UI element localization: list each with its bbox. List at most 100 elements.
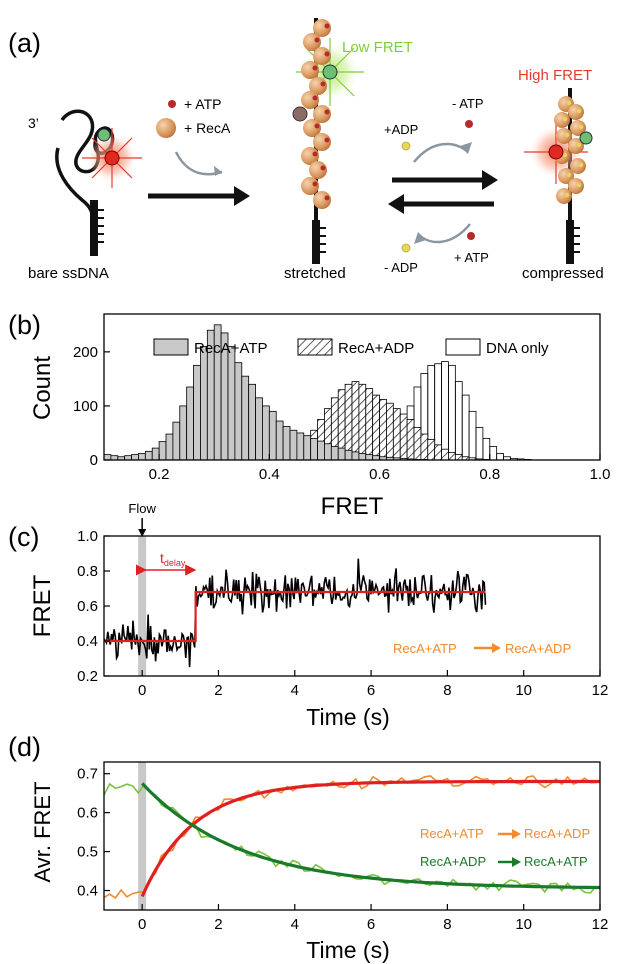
bar-reca-atp (103, 454, 112, 461)
x-axis-label-b: FRET (321, 493, 384, 520)
reca-monomer (556, 188, 572, 204)
bar-reca-adp (372, 394, 380, 461)
bar-reca-atp (165, 433, 174, 461)
flow-marker-band (138, 536, 147, 676)
bound-adp (566, 172, 572, 178)
bar-reca-adp (386, 402, 394, 461)
bar-reca-adp (365, 388, 374, 461)
bound-adp (576, 182, 582, 188)
legend-d-atp-from: RecA+ATP (420, 826, 484, 841)
bound-atp (320, 81, 326, 87)
label-stretched: stretched (284, 265, 346, 282)
bound-atp (312, 151, 318, 157)
legend-b: RecA+ATP RecA+ADP DNA only (153, 338, 549, 357)
bar-reca-atp (310, 437, 318, 461)
bar-reca-atp (296, 432, 305, 461)
y-tick-label: 0.2 (77, 668, 98, 685)
x-axis-label-c: Time (s) (306, 704, 389, 730)
panel-b: (b) Count FRET 0.2 0.4 0.6 0.8 1.0 0 100 200 Re… (8, 310, 610, 520)
bound-adp (578, 162, 584, 168)
bar-dna-only (461, 394, 470, 461)
fret-trace (103, 558, 487, 668)
plus-adp-label: +ADP (384, 122, 418, 137)
legend-swatch-reca-adp (297, 338, 333, 356)
panel-label-b: (b) (8, 310, 41, 340)
bar-reca-adp (441, 448, 449, 461)
legend-atp: + ATP (184, 96, 221, 112)
bar-reca-atp (179, 405, 188, 461)
reca-monomer (556, 128, 572, 144)
y-tick-label: 0.6 (77, 805, 98, 822)
x-tick-label: 0 (138, 916, 146, 933)
plot-frame-d (103, 761, 601, 911)
bar-reca-atp (193, 364, 201, 461)
flow-arrowhead-icon (138, 529, 147, 537)
x-tick-label: 8 (443, 916, 451, 933)
legend-label-dna-only: DNA only (486, 340, 549, 357)
bound-atp (324, 109, 330, 115)
reca-monomer (301, 91, 319, 109)
x-tick-label: 6 (367, 682, 375, 699)
bar-dna-only (482, 437, 491, 461)
reca-monomer (554, 112, 570, 128)
x-tick-label: 0.6 (369, 466, 390, 483)
bar-reca-adp (420, 433, 429, 461)
y-tick-label: 0.6 (77, 598, 98, 615)
reca-monomer (303, 119, 321, 137)
axes-c: 0 2 4 6 8 10 12 0.2 0.4 0.6 0.8 1.0 (77, 528, 608, 699)
bar-reca-atp (282, 426, 291, 461)
bar-reca-atp (151, 447, 160, 461)
stretched-filament: Low FRET stretched (284, 18, 413, 282)
bar-reca-atp (275, 420, 284, 461)
bound-adp (578, 124, 584, 130)
bar-reca-atp (351, 451, 360, 461)
bound-atp (312, 181, 318, 187)
x-tick-label: 2 (214, 916, 222, 933)
bar-reca-adp (344, 383, 353, 461)
equilibrium-arrows: +ADP - ATP - ADP + ATP (384, 96, 498, 275)
bar-reca-atp (262, 405, 270, 461)
bar-reca-atp (337, 447, 346, 461)
bound-atp (324, 51, 330, 57)
label-bare-ssdna: bare ssDNA (28, 265, 109, 282)
bar-reca-atp (248, 383, 256, 461)
atp-icon (467, 232, 475, 240)
panel-d: (d) Avr. FRET Time (s) 0 2 4 6 8 10 12 0.4 0.5 0.… (8, 732, 608, 963)
x-axis-label-d: Time (s) (306, 937, 389, 963)
bar-reca-atp (358, 453, 367, 461)
reca-monomer (309, 161, 327, 179)
three-prime-end: 3’ (28, 115, 39, 131)
bar-reca-adp (392, 408, 401, 461)
reca-monomer (568, 178, 584, 194)
adp-icon (401, 243, 411, 253)
x-tick-label: 0.4 (259, 466, 280, 483)
bar-reca-adp (413, 427, 422, 461)
x-tick-label: 0.8 (479, 466, 500, 483)
bare-ssdna-schematic: 3’ bare ssDNA (28, 109, 142, 282)
bar-dna-only (448, 364, 456, 461)
bar-reca-atp (324, 443, 332, 461)
bound-atp (324, 23, 330, 29)
reca-monomer (568, 138, 584, 154)
legend-d-adp-to: RecA+ATP (524, 854, 588, 869)
acceptor-dye (548, 144, 564, 160)
bar-dna-only (441, 361, 449, 461)
flow-label: Flow (128, 501, 156, 516)
bar-reca-atp (200, 346, 208, 461)
y-axis-label-d: Avr. FRET (30, 781, 55, 882)
bound-adp (566, 100, 572, 106)
reca-monomer (558, 168, 574, 184)
legend-swatch-dna-only (445, 338, 481, 356)
fret-step-fit (104, 590, 486, 643)
bar-reca-atp (344, 449, 353, 461)
atp-icon (465, 120, 473, 128)
atp-icon (168, 100, 176, 108)
donor-dye (97, 128, 111, 142)
bound-adp (576, 142, 582, 148)
bound-adp (564, 192, 570, 198)
bar-reca-adp (358, 383, 367, 461)
legend-d-adp-from: RecA+ADP (420, 854, 486, 869)
reca-monomer (301, 61, 319, 79)
label-compressed: compressed (522, 265, 604, 282)
